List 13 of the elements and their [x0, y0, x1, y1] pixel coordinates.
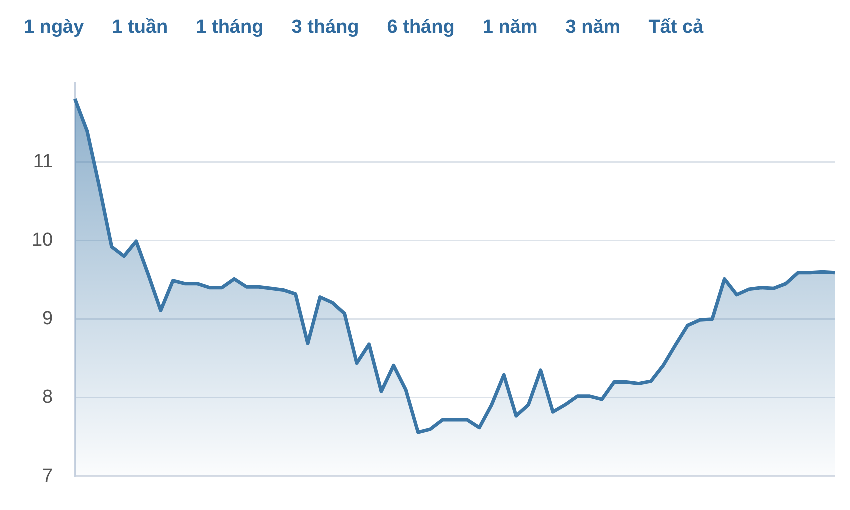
text: 3 tháng: [290, 16, 360, 40]
y-tick-label: 9: [42, 308, 54, 330]
text: Tất cả: [648, 16, 705, 40]
y-tick-label: 11: [33, 151, 54, 172]
y-tick-label: 8: [42, 387, 54, 408]
text: 1 năm: [482, 16, 539, 40]
text: 1 tháng: [195, 16, 265, 40]
text: 1 ngày: [23, 16, 86, 40]
text: 6 tháng: [386, 16, 456, 40]
text: 3 năm: [564, 16, 622, 40]
y-tick-label: 10: [32, 230, 54, 251]
text: 1 tuần: [111, 16, 170, 40]
y-tick-label: 7: [42, 466, 54, 487]
